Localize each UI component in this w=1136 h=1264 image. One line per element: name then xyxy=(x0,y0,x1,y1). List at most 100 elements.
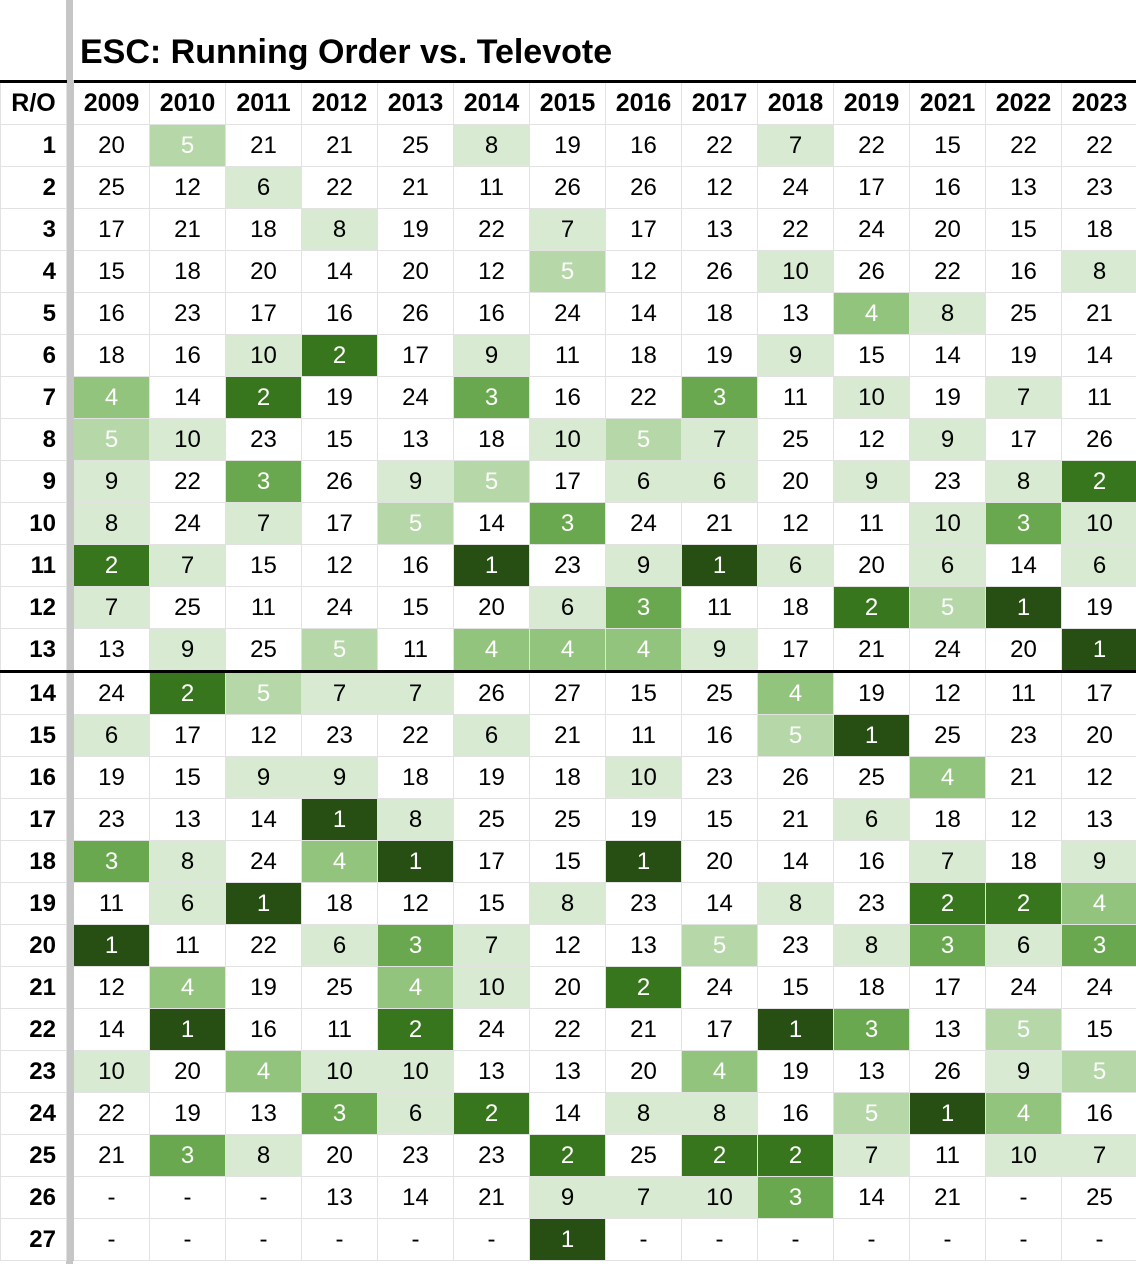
televote-rank-cell[interactable]: 18 xyxy=(757,586,834,629)
televote-rank-cell[interactable]: 5 xyxy=(757,714,834,757)
televote-rank-cell[interactable]: 7 xyxy=(757,124,834,167)
televote-rank-cell[interactable]: 5 xyxy=(73,418,150,461)
televote-rank-cell[interactable]: 3 xyxy=(73,840,150,883)
televote-rank-cell[interactable]: 23 xyxy=(909,460,986,503)
running-order-label[interactable]: 10 xyxy=(0,502,67,545)
televote-rank-cell[interactable]: 20 xyxy=(757,460,834,503)
televote-rank-cell[interactable]: 25 xyxy=(909,714,986,757)
televote-rank-cell[interactable]: 18 xyxy=(453,418,530,461)
televote-rank-cell[interactable]: 6 xyxy=(833,798,910,841)
televote-rank-cell[interactable]: 13 xyxy=(833,1050,910,1093)
televote-rank-cell[interactable]: 21 xyxy=(909,1176,986,1219)
televote-rank-cell[interactable]: 9 xyxy=(377,460,454,503)
televote-rank-cell[interactable]: 23 xyxy=(149,292,226,335)
televote-rank-cell[interactable]: 19 xyxy=(833,671,910,715)
televote-rank-cell[interactable]: 5 xyxy=(149,124,226,167)
televote-rank-cell[interactable]: 8 xyxy=(73,502,150,545)
televote-rank-cell[interactable]: 25 xyxy=(1061,1176,1136,1219)
televote-rank-cell[interactable]: 26 xyxy=(833,250,910,293)
televote-rank-cell[interactable]: 11 xyxy=(757,376,834,419)
televote-rank-cell[interactable]: 13 xyxy=(605,924,682,967)
televote-rank-cell[interactable]: 8 xyxy=(605,1092,682,1135)
televote-rank-cell[interactable]: 20 xyxy=(529,966,606,1009)
televote-rank-cell[interactable]: 20 xyxy=(985,628,1062,673)
televote-rank-cell[interactable]: 14 xyxy=(985,544,1062,587)
televote-rank-cell[interactable]: 21 xyxy=(985,756,1062,799)
televote-rank-cell[interactable]: 8 xyxy=(225,1134,302,1177)
televote-rank-cell[interactable]: 1 xyxy=(605,840,682,883)
televote-rank-cell[interactable]: 7 xyxy=(73,586,150,629)
televote-rank-cell[interactable]: 16 xyxy=(757,1092,834,1135)
televote-rank-cell[interactable]: 19 xyxy=(377,208,454,251)
televote-rank-cell[interactable]: 12 xyxy=(833,418,910,461)
televote-rank-cell[interactable]: 11 xyxy=(225,586,302,629)
televote-rank-cell[interactable]: 14 xyxy=(73,1008,150,1051)
running-order-label[interactable]: 12 xyxy=(0,586,67,629)
televote-rank-cell[interactable]: 1 xyxy=(301,798,378,841)
televote-rank-cell[interactable]: 25 xyxy=(73,166,150,209)
televote-rank-cell[interactable]: 7 xyxy=(1061,1134,1136,1177)
televote-rank-cell[interactable]: 8 xyxy=(985,460,1062,503)
televote-rank-cell[interactable]: 5 xyxy=(529,250,606,293)
televote-rank-cell[interactable]: 22 xyxy=(985,124,1062,167)
televote-rank-cell[interactable]: 10 xyxy=(681,1176,758,1219)
televote-rank-cell[interactable]: 23 xyxy=(73,798,150,841)
televote-rank-cell[interactable]: 21 xyxy=(833,628,910,673)
televote-rank-cell[interactable]: 8 xyxy=(757,882,834,925)
televote-rank-cell[interactable]: 7 xyxy=(681,418,758,461)
televote-rank-cell[interactable]: 11 xyxy=(529,334,606,377)
televote-rank-cell[interactable]: 1 xyxy=(377,840,454,883)
televote-rank-cell[interactable]: 6 xyxy=(149,882,226,925)
running-order-label[interactable]: 24 xyxy=(0,1092,67,1135)
televote-rank-cell[interactable]: 2 xyxy=(149,671,226,715)
televote-rank-cell[interactable]: 17 xyxy=(529,460,606,503)
televote-rank-cell[interactable]: 13 xyxy=(1061,798,1136,841)
televote-rank-cell[interactable]: 23 xyxy=(529,544,606,587)
televote-rank-cell[interactable]: 15 xyxy=(605,671,682,715)
televote-rank-cell[interactable]: 12 xyxy=(453,250,530,293)
televote-rank-cell[interactable]: 1 xyxy=(833,714,910,757)
televote-rank-cell[interactable]: 1 xyxy=(453,544,530,587)
header-year[interactable]: 2010 xyxy=(149,80,226,125)
televote-rank-cell[interactable]: 25 xyxy=(529,798,606,841)
header-year[interactable]: 2019 xyxy=(833,80,910,125)
televote-rank-cell[interactable]: 25 xyxy=(605,1134,682,1177)
televote-rank-cell[interactable]: 2 xyxy=(453,1092,530,1135)
televote-rank-cell[interactable]: - xyxy=(909,1218,986,1261)
televote-rank-cell[interactable]: 10 xyxy=(377,1050,454,1093)
televote-rank-cell[interactable]: 20 xyxy=(225,250,302,293)
running-order-label[interactable]: 22 xyxy=(0,1008,67,1051)
televote-rank-cell[interactable]: 4 xyxy=(377,966,454,1009)
televote-rank-cell[interactable]: 13 xyxy=(453,1050,530,1093)
header-year[interactable]: 2021 xyxy=(909,80,986,125)
televote-rank-cell[interactable]: 14 xyxy=(149,376,226,419)
televote-rank-cell[interactable]: 3 xyxy=(909,924,986,967)
running-order-label[interactable]: 13 xyxy=(0,628,67,673)
televote-rank-cell[interactable]: 25 xyxy=(453,798,530,841)
televote-rank-cell[interactable]: 20 xyxy=(1061,714,1136,757)
running-order-label[interactable]: 26 xyxy=(0,1176,67,1219)
televote-rank-cell[interactable]: 6 xyxy=(1061,544,1136,587)
televote-rank-cell[interactable]: 3 xyxy=(377,924,454,967)
running-order-label[interactable]: 14 xyxy=(0,671,67,715)
televote-rank-cell[interactable]: 3 xyxy=(453,376,530,419)
televote-rank-cell[interactable]: 13 xyxy=(301,1176,378,1219)
televote-rank-cell[interactable]: 2 xyxy=(909,882,986,925)
running-order-label[interactable]: 15 xyxy=(0,714,67,757)
televote-rank-cell[interactable]: 11 xyxy=(377,628,454,673)
televote-rank-cell[interactable]: 21 xyxy=(149,208,226,251)
televote-rank-cell[interactable]: - xyxy=(377,1218,454,1261)
televote-rank-cell[interactable]: 7 xyxy=(909,840,986,883)
televote-rank-cell[interactable]: 17 xyxy=(605,208,682,251)
running-order-label[interactable]: 8 xyxy=(0,418,67,461)
televote-rank-cell[interactable]: 23 xyxy=(377,1134,454,1177)
televote-rank-cell[interactable]: 2 xyxy=(225,376,302,419)
televote-rank-cell[interactable]: 18 xyxy=(1061,208,1136,251)
televote-rank-cell[interactable]: 4 xyxy=(1061,882,1136,925)
televote-rank-cell[interactable]: 6 xyxy=(605,460,682,503)
televote-rank-cell[interactable]: 20 xyxy=(73,124,150,167)
televote-rank-cell[interactable]: 24 xyxy=(73,671,150,715)
televote-rank-cell[interactable]: 20 xyxy=(377,250,454,293)
televote-rank-cell[interactable]: 4 xyxy=(757,671,834,715)
televote-rank-cell[interactable]: 18 xyxy=(985,840,1062,883)
